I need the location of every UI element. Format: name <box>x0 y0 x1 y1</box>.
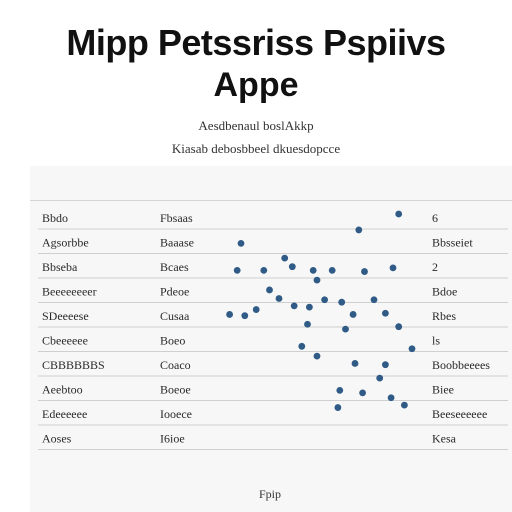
row-label-middle: Boeo <box>160 334 185 348</box>
row-label-right: Bbsseiet <box>432 236 473 250</box>
data-point <box>313 352 321 360</box>
row-label-left: Beeeeeeeer <box>42 285 97 299</box>
data-point <box>298 342 306 350</box>
data-point <box>355 226 363 234</box>
chart-subtitle-line2: Kiasab debosbbeel dkuesdopcce <box>171 141 341 156</box>
row-label-middle: I6ioe <box>160 432 185 446</box>
data-point <box>387 394 395 402</box>
data-point <box>382 309 389 317</box>
row-label-right: Beeseeeeee <box>432 407 487 421</box>
data-point <box>304 320 311 328</box>
data-point <box>288 263 296 271</box>
row-label-left: Aoses <box>42 432 72 446</box>
row-label-middle: Cusaa <box>160 309 190 323</box>
row-label-right: Bdoe <box>432 285 457 299</box>
data-point <box>321 296 328 304</box>
data-point <box>226 311 234 318</box>
data-point <box>342 325 349 333</box>
data-point <box>328 266 336 274</box>
row-label-left: Bbdo <box>42 211 68 225</box>
data-point <box>241 312 249 320</box>
row-label-right: Rbes <box>432 309 456 323</box>
row-label-left: Bbseba <box>42 260 78 274</box>
data-point <box>237 240 245 247</box>
data-point <box>313 276 321 284</box>
data-point <box>338 298 346 306</box>
row-label-right: Kesa <box>432 432 457 446</box>
row-label-middle: Iooece <box>160 407 192 421</box>
data-point <box>252 306 260 313</box>
row-label-right: Boobbeeees <box>432 358 490 372</box>
row-label-middle: Boeoe <box>160 383 191 397</box>
data-point <box>351 360 359 367</box>
row-label-right: 2 <box>432 260 438 274</box>
data-point <box>401 401 408 409</box>
data-point <box>336 387 344 394</box>
data-point <box>389 264 397 272</box>
data-point <box>260 266 268 274</box>
row-label-middle: Coaco <box>160 358 191 372</box>
row-label-middle: Bcaes <box>160 260 189 274</box>
data-point <box>382 361 389 369</box>
row-label-middle: Fbsaas <box>160 211 193 225</box>
row-label-middle: Pdeoe <box>160 285 189 299</box>
data-point <box>349 311 357 318</box>
data-point <box>275 295 283 302</box>
row-label-left: Agsorbbe <box>42 236 89 250</box>
chart-subtitle-line1: Aesdbenaul boslAkkp <box>198 118 314 133</box>
row-label-right: Biee <box>432 383 454 397</box>
data-point <box>309 266 317 274</box>
chart-footer-label: Fpip <box>259 487 281 501</box>
data-point <box>376 374 384 382</box>
chart-top-rule <box>30 200 512 201</box>
row-label-left: Edeeeeee <box>42 407 87 421</box>
data-point <box>233 266 241 274</box>
data-point <box>361 268 368 275</box>
data-point <box>281 254 289 262</box>
data-point <box>408 345 416 353</box>
data-point <box>334 404 342 411</box>
data-point <box>359 389 366 397</box>
data-point <box>266 286 273 294</box>
row-label-left: Cbeeeeee <box>42 334 88 348</box>
data-point <box>306 303 313 311</box>
row-label-right: ls <box>432 334 440 348</box>
row-label-middle: Baaase <box>160 236 194 250</box>
data-point <box>370 296 378 304</box>
data-point <box>290 302 298 310</box>
chart-title-line1: Mipp Petssriss Pspiivs <box>66 22 446 63</box>
chart-title-line2: Appe <box>213 66 299 104</box>
row-label-left: SDeeeese <box>42 309 89 323</box>
row-label-right: 6 <box>432 211 438 225</box>
chart-panel <box>30 166 512 512</box>
data-point <box>395 210 403 218</box>
row-label-left: CBBBBBBS <box>42 358 105 372</box>
row-label-left: Aeebtoo <box>42 383 83 397</box>
data-point <box>395 323 403 331</box>
